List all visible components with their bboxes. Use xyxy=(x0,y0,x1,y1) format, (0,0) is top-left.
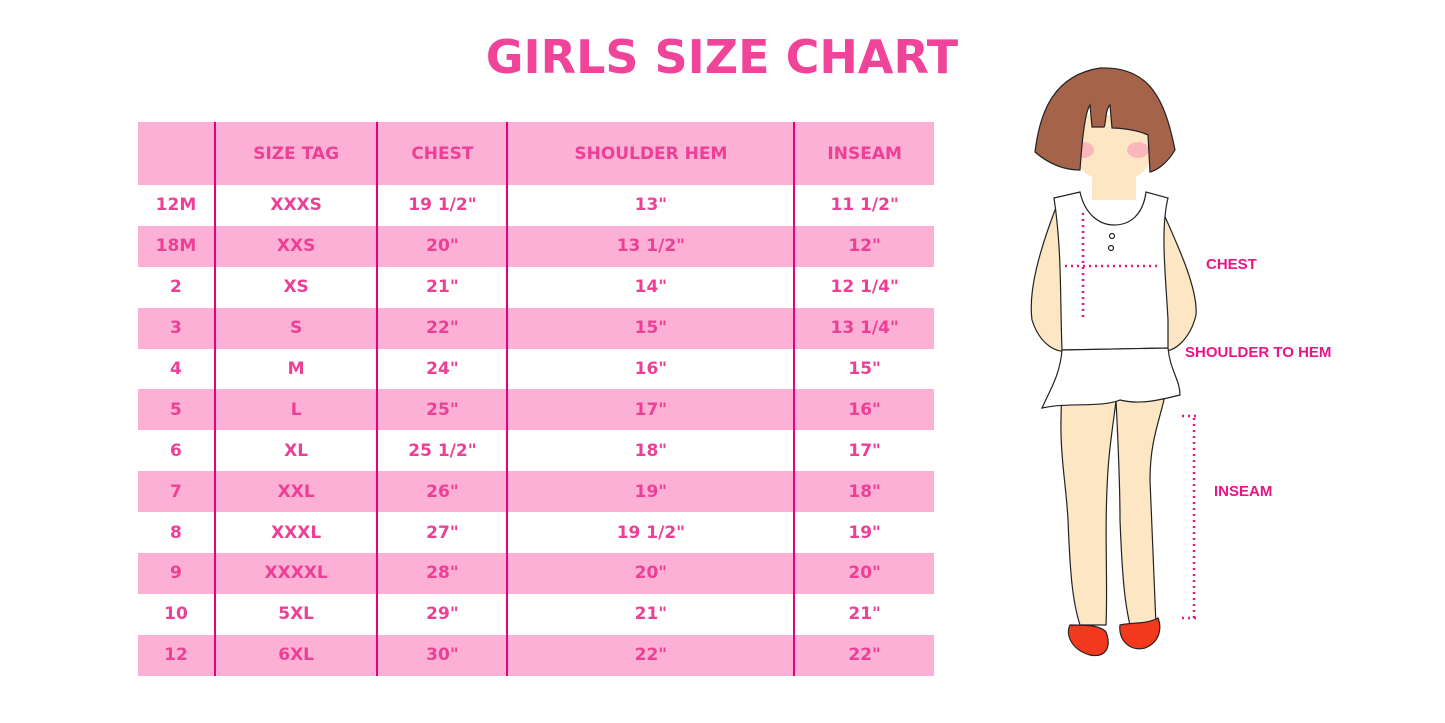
table-cell: 22" xyxy=(376,307,508,349)
table-cell: 19" xyxy=(793,512,934,554)
table-row: 7 XXL 26" 19" 18" xyxy=(138,471,934,513)
table-cell: 13 1/2" xyxy=(506,225,795,267)
table-cell: 20" xyxy=(793,553,934,594)
table-cell: 3 xyxy=(170,318,182,339)
table-cell: 14" xyxy=(506,266,795,308)
girl-figure xyxy=(1030,67,1197,657)
size-chart-table: SIZE TAG CHEST SHOULDER HEM INSEAM 12M XX… xyxy=(138,122,934,676)
table-cell: 8 xyxy=(170,522,182,543)
table-header-row: SIZE TAG CHEST SHOULDER HEM INSEAM xyxy=(138,122,934,185)
table-cell: 13 1/4" xyxy=(793,307,934,349)
table-cell: 20" xyxy=(506,553,795,594)
table-row: 2 XS 21" 14" 12 1/4" xyxy=(138,266,934,308)
table-cell: 12 xyxy=(164,645,188,666)
table-cell: 30" xyxy=(376,634,508,676)
table-cell: 7 xyxy=(170,481,182,502)
table-cell: XS xyxy=(213,266,378,308)
table-cell: 15" xyxy=(506,307,795,349)
table-row: 6 XL 25 1/2" 18" 17" xyxy=(138,430,934,472)
chest-label: CHEST xyxy=(1206,256,1257,273)
table-cell: 15" xyxy=(793,348,934,390)
table-cell: L xyxy=(213,389,378,431)
table-cell: 16" xyxy=(793,389,934,431)
table-cell: 19 1/2" xyxy=(376,185,508,226)
table-cell: XXL xyxy=(213,471,378,513)
table-cell: 26" xyxy=(376,471,508,513)
table-cell: 9 xyxy=(170,563,182,584)
table-row: 18M XXS 20" 13 1/2" 12" xyxy=(138,225,934,267)
header-cell: INSEAM xyxy=(793,122,934,185)
table-cell: 29" xyxy=(376,593,508,635)
table-cell: 5XL xyxy=(213,593,378,635)
table-cell: 18" xyxy=(506,430,795,472)
table-cell: 6XL xyxy=(213,634,378,676)
table-cell: 19 1/2" xyxy=(506,512,795,554)
table-cell: 21" xyxy=(376,266,508,308)
table-row: 12 6XL 30" 22" 22" xyxy=(138,634,934,676)
table-row: 3 S 22" 15" 13 1/4" xyxy=(138,307,934,349)
table-cell: 17" xyxy=(506,389,795,431)
table-cell: 25 1/2" xyxy=(376,430,508,472)
table-cell: 22" xyxy=(506,634,795,676)
table-cell: 19" xyxy=(506,471,795,513)
table-cell: 13" xyxy=(506,185,795,226)
table-cell: 20" xyxy=(376,225,508,267)
table-cell: 11 1/2" xyxy=(793,185,934,226)
table-cell: 2 xyxy=(170,277,182,298)
header-cell: SIZE TAG xyxy=(213,122,378,185)
table-cell: 5 xyxy=(170,399,182,420)
table-cell: XXXXL xyxy=(213,553,378,594)
table-cell: 21" xyxy=(506,593,795,635)
table-cell: 16" xyxy=(506,348,795,390)
table-cell: 24" xyxy=(376,348,508,390)
table-row: 8 XXXL 27" 19 1/2" 19" xyxy=(138,512,934,554)
table-row: 9 XXXXL 28" 20" 20" xyxy=(138,553,934,594)
table-cell: 21" xyxy=(793,593,934,635)
table-cell: XXXS xyxy=(213,185,378,226)
table-cell: 28" xyxy=(376,553,508,594)
table-cell: XL xyxy=(213,430,378,472)
table-row: 10 5XL 29" 21" 21" xyxy=(138,593,934,635)
table-cell: 27" xyxy=(376,512,508,554)
table-row: 12M XXXS 19 1/2" 13" 11 1/2" xyxy=(138,185,934,226)
table-cell: S xyxy=(213,307,378,349)
table-cell: 17" xyxy=(793,430,934,472)
table-cell: 22" xyxy=(793,634,934,676)
header-cell: SHOULDER HEM xyxy=(506,122,795,185)
page-title: GIRLS SIZE CHART xyxy=(485,30,959,84)
table-cell: 6 xyxy=(170,440,182,461)
table-cell: 18" xyxy=(793,471,934,513)
table-cell: M xyxy=(213,348,378,390)
table-cell: 4 xyxy=(170,359,182,379)
table-cell: 10 xyxy=(164,604,188,625)
table-cell: 25" xyxy=(376,389,508,431)
table-row: 4 M 24" 16" 15" xyxy=(138,348,934,390)
inseam-label: INSEAM xyxy=(1214,483,1273,500)
table-cell: 12" xyxy=(793,225,934,267)
table-cell: 18M xyxy=(155,236,197,257)
header-cell: CHEST xyxy=(376,122,508,185)
table-cell: XXXL xyxy=(213,512,378,554)
table-cell: 12M xyxy=(155,195,197,216)
table-cell: XXS xyxy=(213,225,378,267)
table-row: 5 L 25" 17" 16" xyxy=(138,389,934,431)
shoulder-to-hem-label: SHOULDER TO HEM xyxy=(1185,344,1332,361)
table-cell: 12 1/4" xyxy=(793,266,934,308)
